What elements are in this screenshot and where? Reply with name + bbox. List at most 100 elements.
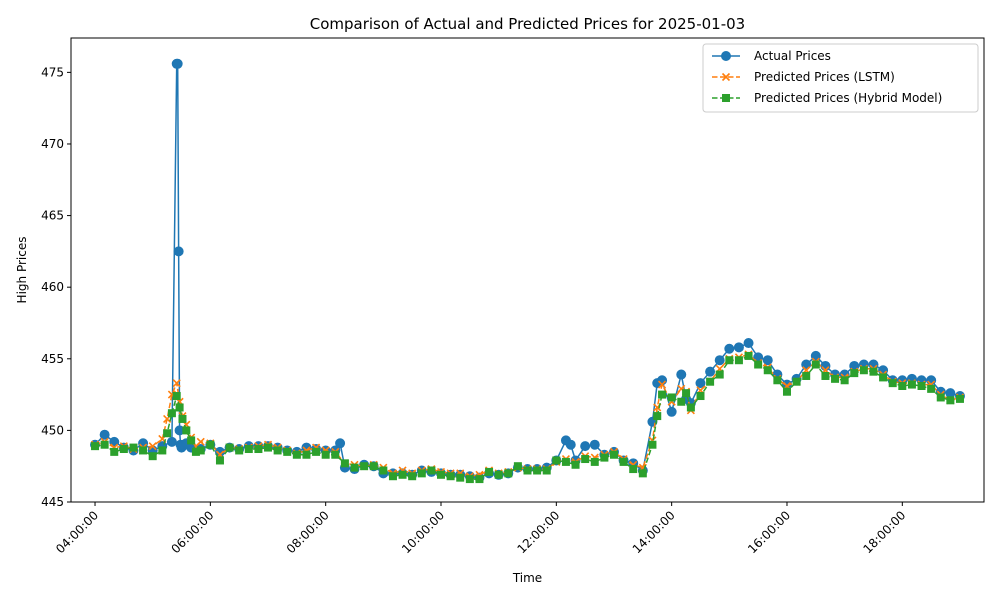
chart-title: Comparison of Actual and Predicted Price…: [310, 15, 745, 33]
data-point: [802, 371, 811, 380]
data-point: [831, 374, 840, 383]
data-point: [629, 465, 638, 474]
data-point: [173, 246, 184, 257]
data-point: [888, 379, 897, 388]
data-point: [946, 396, 955, 405]
data-point: [408, 472, 417, 481]
data-point: [196, 437, 205, 446]
data-point: [801, 359, 812, 370]
data-point: [129, 443, 138, 452]
data-point: [695, 378, 706, 389]
data-point: [676, 369, 687, 380]
data-point: [743, 338, 754, 349]
data-point: [552, 456, 561, 465]
data-point: [859, 366, 868, 375]
legend-marker: [721, 51, 731, 61]
y-axis: 445 450 455 460 465 470 475: [41, 65, 71, 509]
data-point: [167, 409, 176, 418]
y-tick-label: 475: [41, 65, 64, 79]
data-point: [879, 373, 888, 382]
y-tick-label: 445: [41, 495, 64, 509]
data-point: [523, 466, 532, 475]
data-point: [388, 472, 397, 481]
data-point: [182, 426, 191, 435]
data-point: [302, 450, 311, 459]
data-point: [350, 463, 359, 472]
data-point: [196, 446, 205, 455]
legend: Actual Prices Predicted Prices (LSTM) Pred…: [702, 43, 979, 113]
data-point: [427, 466, 436, 475]
y-tick-label: 450: [41, 423, 64, 437]
legend-box: [702, 43, 979, 113]
data-point: [494, 470, 503, 479]
y-tick-label: 470: [41, 137, 64, 151]
plot-background: [71, 38, 984, 502]
data-point: [513, 462, 522, 471]
plot-frame: [70, 37, 985, 503]
data-point: [682, 389, 691, 398]
data-point: [225, 443, 234, 452]
y-tick-label: 465: [41, 209, 64, 223]
legend-marker: [721, 72, 731, 82]
data-point: [581, 455, 590, 464]
legend-item: Predicted Prices (Hybrid Model): [712, 91, 942, 105]
data-point: [734, 356, 743, 365]
data-point: [172, 58, 183, 69]
data-point: [292, 450, 301, 459]
data-point: [600, 453, 609, 462]
data-point: [109, 436, 120, 447]
data-point: [763, 366, 772, 375]
data-point: [917, 382, 926, 390]
data-point: [657, 380, 667, 389]
data-point: [590, 457, 599, 466]
data-point: [744, 351, 753, 360]
data-point: [264, 443, 273, 452]
data-point: [533, 466, 542, 475]
data-point: [619, 457, 628, 466]
data-point: [821, 371, 830, 380]
data-point: [667, 393, 676, 402]
data-point: [312, 447, 321, 456]
plot-area: [70, 37, 985, 503]
data-point: [724, 343, 735, 354]
data-point: [178, 414, 187, 423]
data-point: [811, 360, 820, 369]
data-point: [175, 403, 184, 412]
data-point: [638, 469, 647, 478]
data-point: [148, 452, 157, 461]
data-point: [945, 388, 956, 399]
data-point: [191, 447, 200, 456]
data-point: [927, 384, 936, 393]
data-point: [340, 459, 349, 468]
data-point: [840, 376, 849, 385]
legend-label: Actual Prices: [754, 49, 831, 63]
data-point: [166, 436, 177, 447]
data-point: [571, 460, 580, 469]
data-point: [379, 466, 388, 475]
data-point: [733, 342, 744, 353]
data-point: [714, 355, 725, 366]
data-point: [657, 375, 668, 386]
data-point: [725, 356, 734, 365]
data-point: [542, 466, 551, 475]
series-layer: [90, 58, 965, 484]
data-point: [331, 450, 340, 459]
data-point: [850, 369, 859, 378]
y-tick-label: 455: [41, 352, 64, 366]
data-point: [100, 440, 109, 449]
x-axis-label: Time: [512, 571, 542, 585]
data-point: [446, 472, 455, 481]
data-point: [878, 365, 889, 376]
data-point: [589, 439, 600, 450]
data-point: [792, 377, 801, 386]
data-point: [658, 390, 667, 399]
data-point: [696, 392, 705, 401]
data-point: [475, 475, 484, 484]
data-point: [172, 392, 181, 401]
data-point: [456, 473, 465, 482]
data-point: [485, 467, 494, 476]
data-point: [138, 438, 149, 449]
data-point: [321, 450, 330, 459]
data-point: [335, 438, 346, 449]
